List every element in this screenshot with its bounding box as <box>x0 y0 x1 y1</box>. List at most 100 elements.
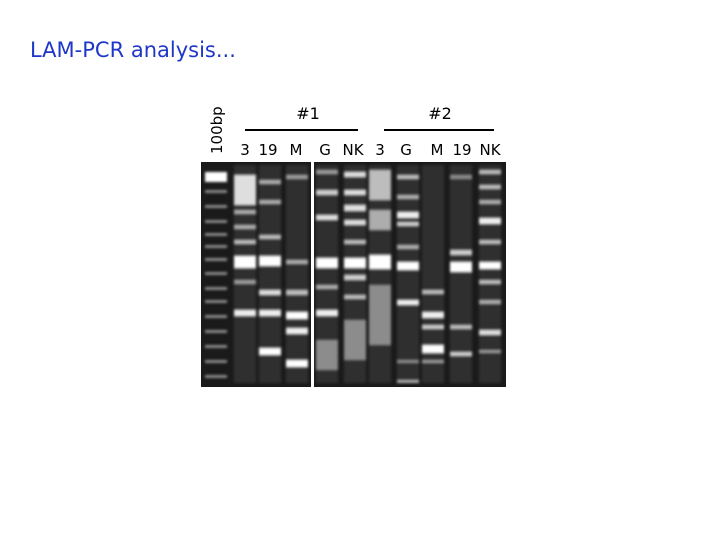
band <box>479 240 501 244</box>
ladder-band <box>205 176 227 182</box>
band <box>369 170 391 200</box>
band <box>234 175 256 205</box>
band <box>259 348 281 355</box>
band <box>479 350 501 353</box>
lane-label: 19 <box>452 141 471 159</box>
ladder-band <box>205 272 227 275</box>
lane-smear <box>234 165 256 383</box>
band <box>369 255 391 269</box>
band <box>422 312 444 318</box>
lane-label: G <box>319 141 331 159</box>
band <box>450 250 472 255</box>
group-label: #1 <box>296 104 320 123</box>
band <box>259 235 281 239</box>
ladder-band <box>205 287 227 290</box>
band <box>369 210 391 230</box>
band <box>479 185 501 189</box>
ladder-band <box>205 258 227 261</box>
band <box>234 240 256 244</box>
band <box>286 290 308 295</box>
lane-label: 19 <box>258 141 277 159</box>
band <box>479 330 501 335</box>
lane-smear <box>397 165 419 383</box>
band <box>259 180 281 184</box>
band <box>422 360 444 363</box>
lane-label: 3 <box>375 141 385 159</box>
lane-label: M <box>431 141 444 159</box>
band <box>344 205 366 211</box>
band <box>422 290 444 294</box>
lane-smear <box>259 165 281 383</box>
band <box>397 245 419 249</box>
band <box>234 310 256 316</box>
band <box>286 260 308 264</box>
band <box>234 210 256 214</box>
band <box>344 172 366 177</box>
band <box>316 310 338 316</box>
ladder-band <box>205 172 227 178</box>
band <box>234 280 256 284</box>
band <box>234 225 256 229</box>
marker-label: 100bp <box>208 106 226 154</box>
band <box>397 195 419 199</box>
band <box>286 312 308 319</box>
ladder-band <box>205 245 227 248</box>
band <box>344 320 366 360</box>
band <box>397 175 419 179</box>
band <box>259 256 281 266</box>
band <box>397 222 419 226</box>
band <box>397 380 419 383</box>
band <box>234 256 256 268</box>
ladder-band <box>205 345 227 348</box>
band <box>344 275 366 280</box>
ladder-band <box>205 330 227 333</box>
ladder-band <box>205 220 227 223</box>
band <box>286 175 308 179</box>
lane-smear <box>450 165 472 383</box>
band <box>479 200 501 204</box>
lane-label: 3 <box>240 141 250 159</box>
band <box>479 218 501 224</box>
band <box>397 262 419 270</box>
band <box>450 325 472 329</box>
ladder-band <box>205 233 227 236</box>
band <box>344 240 366 244</box>
band <box>369 285 391 345</box>
band <box>259 290 281 295</box>
band <box>344 295 366 299</box>
ladder-band <box>205 205 227 208</box>
gel-divider <box>311 162 314 387</box>
band <box>316 340 338 370</box>
band <box>479 262 501 269</box>
band <box>316 258 338 268</box>
band <box>344 258 366 268</box>
band <box>422 325 444 329</box>
lane-label: G <box>400 141 412 159</box>
band <box>316 285 338 289</box>
band <box>259 310 281 316</box>
bands <box>205 165 501 383</box>
band <box>316 215 338 220</box>
gel-image <box>201 162 506 387</box>
band <box>450 352 472 356</box>
lane-label: M <box>290 141 303 159</box>
band <box>479 280 501 284</box>
ladder-band <box>205 375 227 378</box>
slide-title: LAM-PCR analysis... <box>30 38 236 62</box>
band <box>397 300 419 305</box>
lane-label: NK <box>342 141 364 159</box>
band <box>479 170 501 174</box>
band <box>479 300 501 304</box>
group-label: #2 <box>428 104 452 123</box>
band <box>259 200 281 204</box>
band <box>286 360 308 367</box>
band <box>450 175 472 179</box>
band <box>397 212 419 218</box>
lane-label: NK <box>479 141 501 159</box>
ladder-band <box>205 315 227 318</box>
lane-smear <box>286 165 308 383</box>
band <box>316 170 338 174</box>
band <box>450 262 472 272</box>
ladder-band <box>205 190 227 193</box>
